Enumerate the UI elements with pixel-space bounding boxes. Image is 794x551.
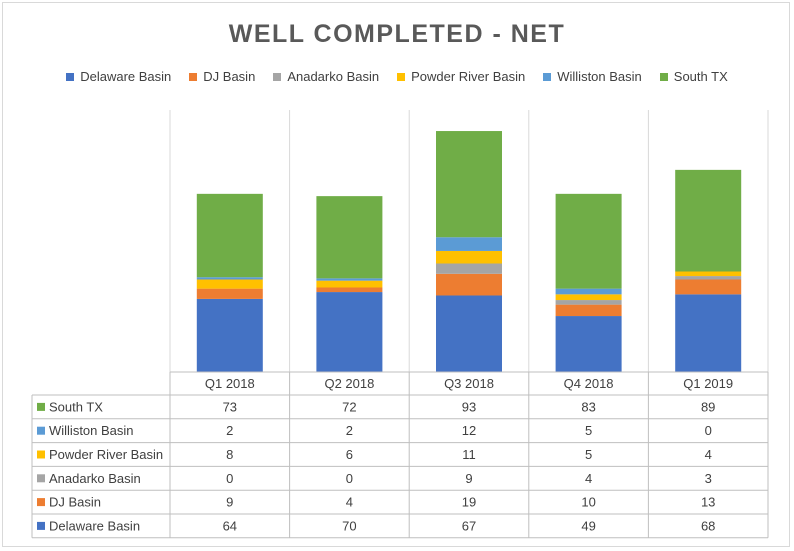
bar-south-tx-q1-2018	[196, 193, 263, 278]
bar-south-tx-q2-2018	[316, 196, 383, 279]
bar-delaware-basin-q1-2019	[675, 294, 742, 372]
bar-south-tx-q1-2019	[675, 169, 742, 272]
legend-swatch	[543, 72, 552, 81]
table-cell-value: 0	[705, 423, 712, 438]
table-cell-value: 5	[585, 447, 592, 462]
bar-dj-basin-q4-2018	[555, 304, 622, 317]
legend-swatch	[66, 72, 75, 81]
category-label: Q4 2018	[564, 376, 614, 391]
category-label: Q1 2018	[205, 376, 255, 391]
table-swatch-williston-basin	[37, 426, 45, 435]
table-row-label: Delaware Basin	[49, 518, 140, 533]
bar-delaware-basin-q3-2018	[436, 295, 502, 372]
table-cell-value: 9	[465, 471, 472, 486]
table-cell-value: 72	[342, 399, 356, 414]
table-cell-value: 83	[581, 399, 595, 414]
table-cell-value: 4	[346, 495, 353, 510]
legend-item-south-tx: South TX	[659, 69, 728, 84]
bar-powder-river-basin-q1-2018	[196, 279, 263, 289]
legend-swatch	[659, 72, 668, 81]
table-cell-value: 64	[223, 518, 237, 533]
legend-swatch	[273, 72, 282, 81]
table-cell-value: 73	[223, 399, 237, 414]
bar-williston-basin-q3-2018	[436, 237, 502, 251]
bar-anadarko-basin-q3-2018	[436, 263, 502, 274]
bar-delaware-basin-q4-2018	[555, 316, 622, 372]
table-cell-value: 10	[581, 495, 595, 510]
table-cell-value: 12	[462, 423, 476, 438]
table-swatch-south-tx	[37, 402, 45, 411]
table-cell-value: 0	[226, 471, 233, 486]
bar-dj-basin-q2-2018	[316, 287, 383, 293]
table-row-label: South TX	[49, 399, 103, 414]
chart-title: WELL COMPLETED - NET	[228, 20, 566, 48]
legend-swatch	[189, 72, 198, 81]
bar-south-tx-q3-2018	[436, 131, 502, 238]
table-cell-value: 67	[462, 518, 476, 533]
bar-williston-basin-q1-2018	[196, 277, 263, 280]
table-cell-value: 49	[581, 518, 595, 533]
table-row-label: Williston Basin	[49, 423, 134, 438]
table-swatch-powder-river-basin	[37, 450, 45, 459]
table-cell-value: 2	[346, 423, 353, 438]
table-cell-value: 93	[462, 399, 476, 414]
bar-anadarko-basin-q1-2019	[675, 276, 742, 280]
bar-dj-basin-q3-2018	[436, 273, 502, 296]
bar-anadarko-basin-q4-2018	[555, 300, 622, 305]
bar-williston-basin-q2-2018	[316, 278, 383, 281]
legend-item-dj-basin: DJ Basin	[189, 69, 255, 84]
table-cell-value: 11	[462, 447, 476, 462]
legend-item-anadarko-basin: Anadarko Basin	[273, 69, 379, 84]
legend-label: Williston Basin	[557, 69, 642, 84]
table-row-label: Anadarko Basin	[49, 471, 141, 486]
table-swatch-dj-basin	[37, 498, 45, 507]
table-cell-value: 0	[346, 471, 353, 486]
table-cell-value: 70	[342, 518, 356, 533]
legend-item-powder-river-basin: Powder River Basin	[397, 69, 525, 84]
table-cell-value: 19	[462, 495, 476, 510]
bar-delaware-basin-q1-2018	[196, 298, 263, 372]
table-row-label: Powder River Basin	[49, 447, 163, 462]
bar-dj-basin-q1-2018	[196, 288, 263, 299]
legend-label: South TX	[673, 69, 728, 84]
legend-item-williston-basin: Williston Basin	[543, 69, 642, 84]
table-cell-value: 68	[701, 518, 715, 533]
table-cell-value: 4	[705, 447, 712, 462]
bar-powder-river-basin-q4-2018	[555, 294, 622, 301]
legend-label: DJ Basin	[203, 69, 256, 84]
bar-delaware-basin-q2-2018	[316, 292, 383, 372]
table-cell-value: 8	[226, 447, 233, 462]
table-cell-value: 89	[701, 399, 715, 414]
bar-powder-river-basin-q2-2018	[316, 280, 383, 288]
table-row-label: DJ Basin	[49, 495, 101, 510]
bar-powder-river-basin-q1-2019	[675, 271, 742, 277]
table-cell-value: 3	[705, 471, 712, 486]
category-label: Q1 2019	[683, 376, 733, 391]
bar-dj-basin-q1-2019	[675, 279, 742, 295]
bar-williston-basin-q4-2018	[555, 288, 622, 295]
legend-label: Delaware Basin	[80, 69, 172, 84]
category-label: Q2 2018	[324, 376, 374, 391]
table-cell-value: 2	[226, 423, 233, 438]
legend-item-delaware-basin: Delaware Basin	[66, 69, 171, 84]
table-cell-value: 4	[585, 471, 592, 486]
table-cell-value: 9	[226, 495, 233, 510]
legend-swatch	[397, 72, 406, 81]
table-cell-value: 5	[585, 423, 592, 438]
bar-powder-river-basin-q3-2018	[436, 250, 502, 264]
category-label: Q3 2018	[444, 376, 494, 391]
table-cell-value: 13	[701, 495, 715, 510]
legend: Delaware Basin DJ Basin Anadarko Basin Powd…	[0, 69, 794, 84]
bar-south-tx-q4-2018	[555, 193, 622, 289]
table-swatch-anadarko-basin	[37, 474, 45, 483]
table-cell-value: 6	[346, 447, 353, 462]
legend-label: Anadarko Basin	[287, 69, 380, 84]
table-swatch-delaware-basin	[37, 521, 45, 530]
legend-label: Powder River Basin	[411, 69, 526, 84]
